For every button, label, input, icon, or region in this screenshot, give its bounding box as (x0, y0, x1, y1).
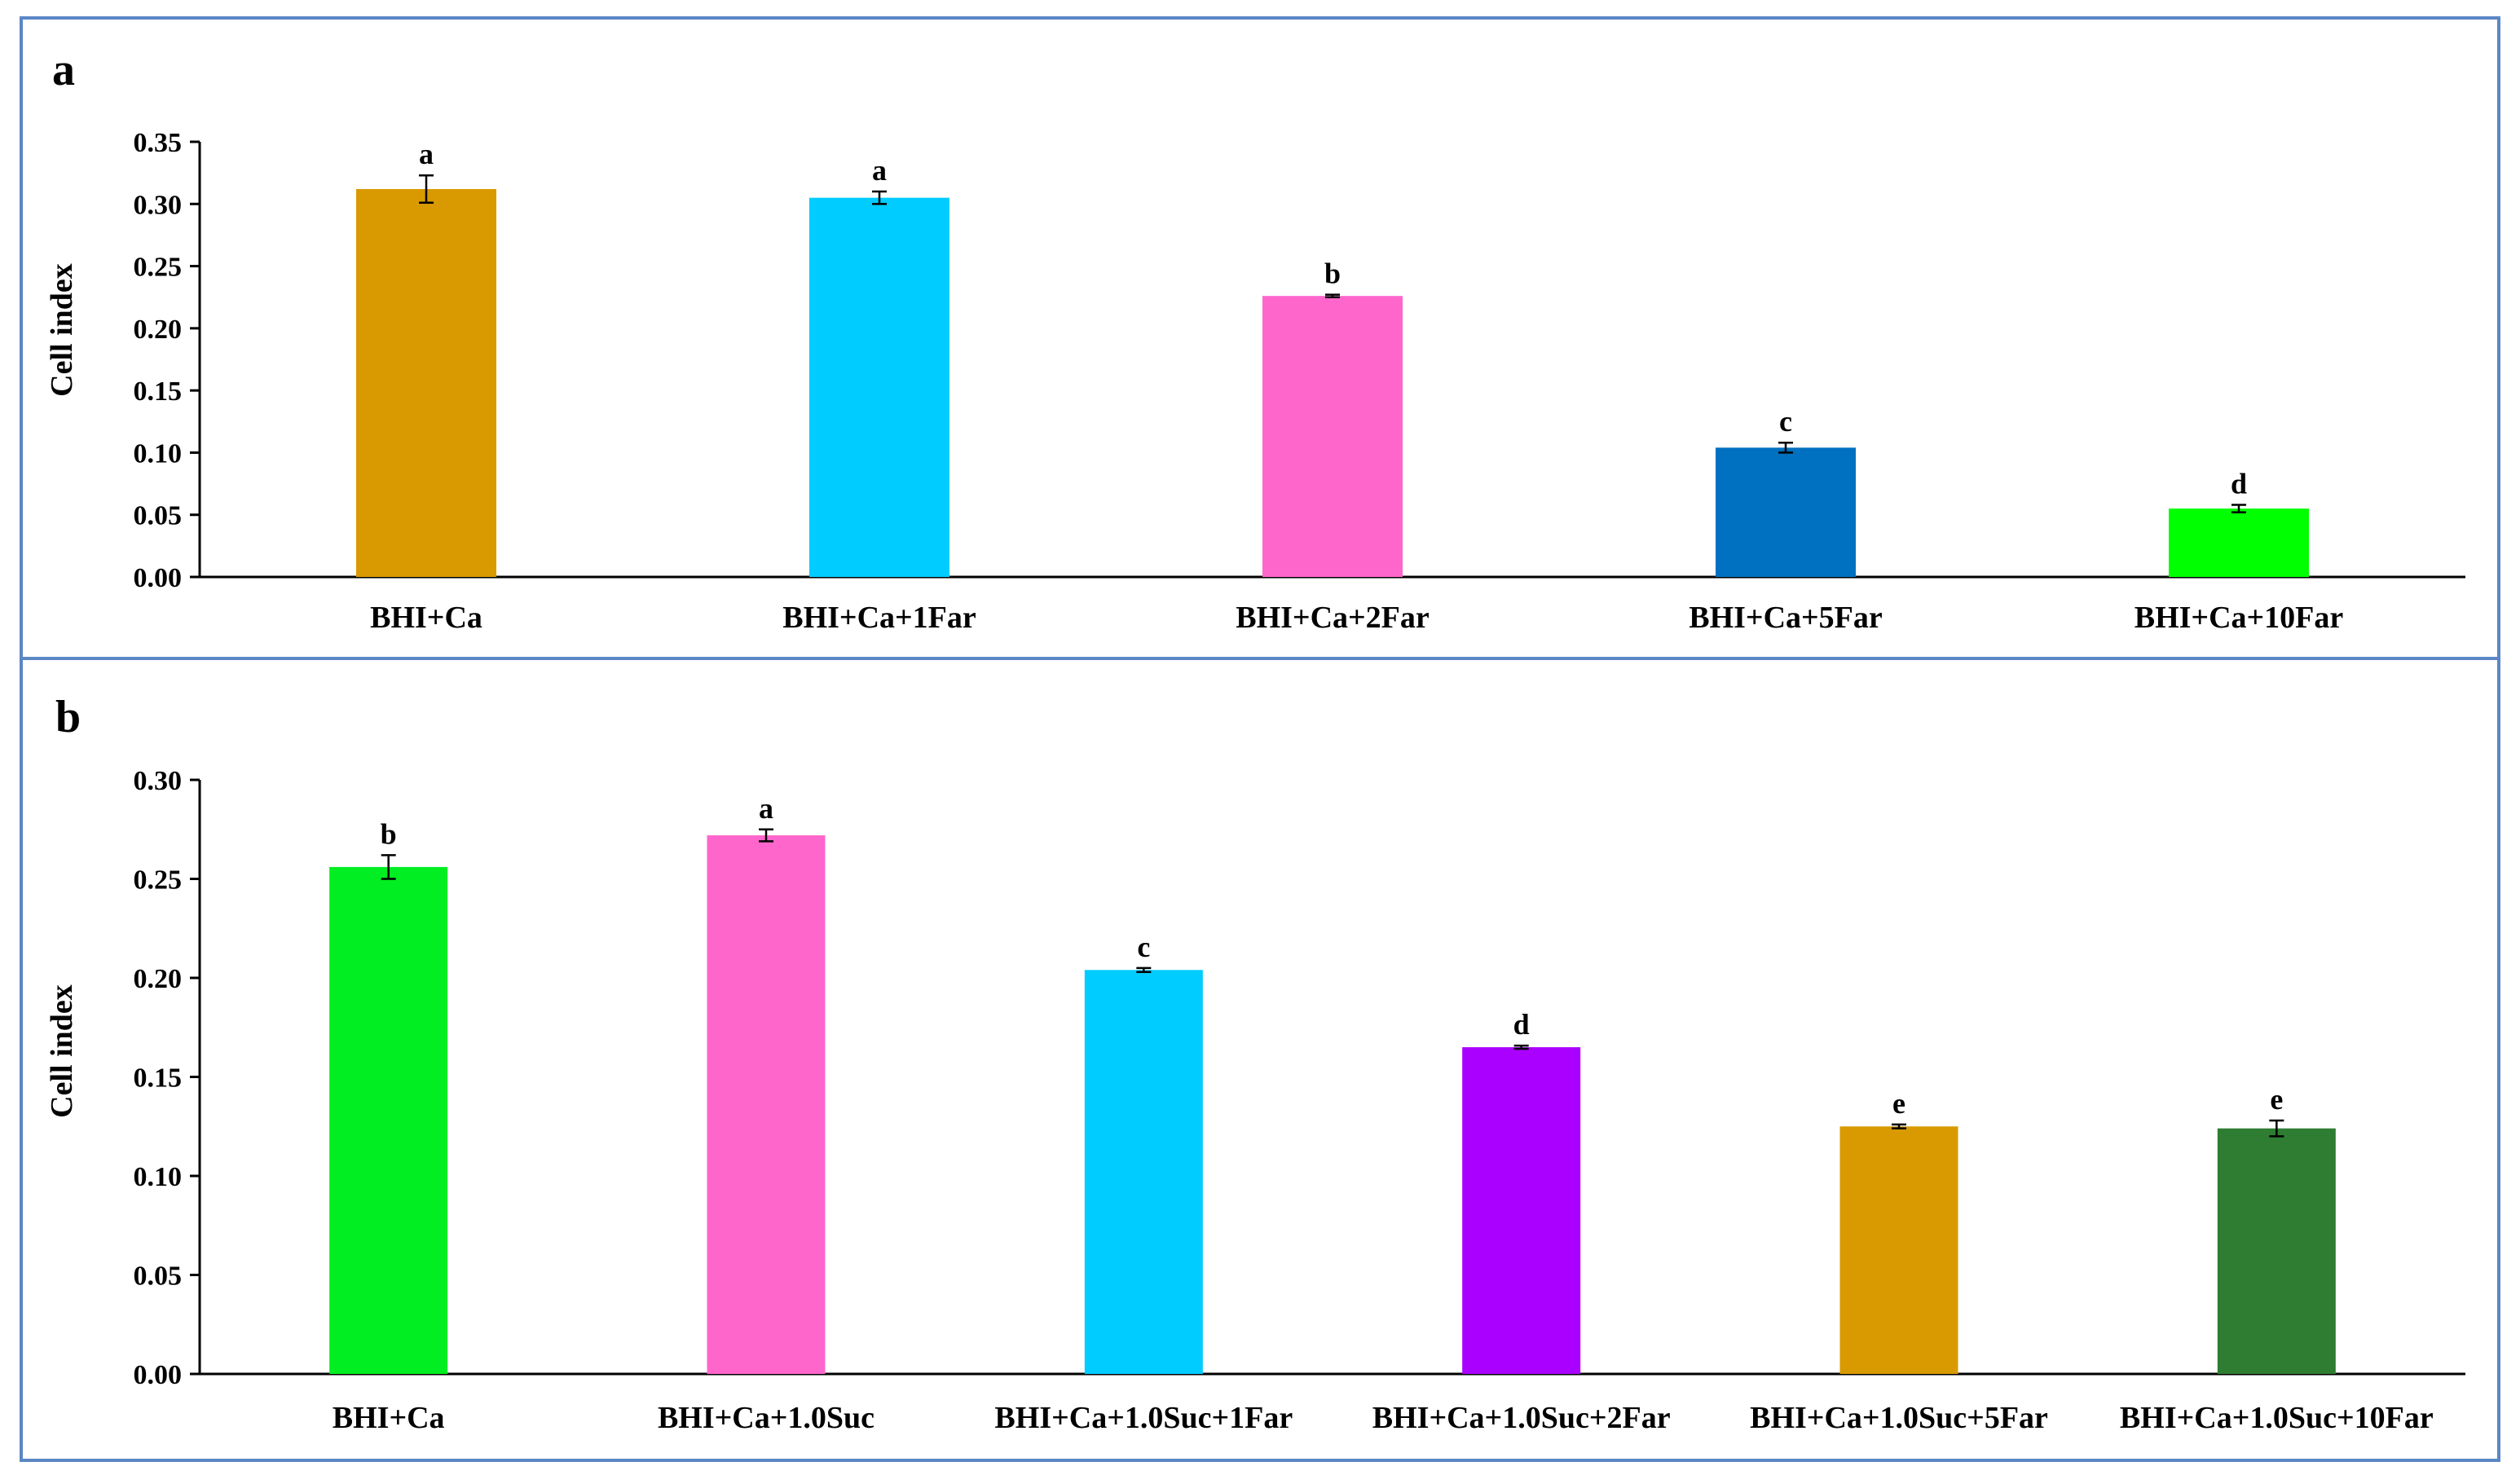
panel-a-category-label: BHI+Ca (370, 601, 482, 635)
panel-a-category-label: BHI+Ca+2Far (1236, 601, 1430, 635)
panel-b-y-tick-label: 0.10 (134, 1162, 183, 1192)
panel-a-significance-label: a (419, 138, 434, 170)
panel-a-significance-label: d (2231, 468, 2247, 500)
panel-a-y-tick-label: 0.10 (134, 438, 183, 469)
panel-a-bar (2169, 509, 2309, 577)
panel-a-y-tick-label: 0.05 (134, 501, 183, 531)
panel-a-category-label: BHI+Ca+1Far (782, 601, 976, 635)
panel-b-significance-label: a (759, 792, 773, 825)
panel-b-label: b (55, 692, 81, 742)
panel-b-category-label: BHI+Ca+1.0Suc+10Far (2120, 1401, 2434, 1435)
panel-a-bar (356, 188, 496, 577)
panel-b: b Cell index 0.00 0.05 0.10 0.15 0.20 0.25 0.3… (45, 692, 2465, 1435)
panel-b-bar (329, 866, 448, 1374)
panel-b-y-axis-label: Cell index (45, 984, 79, 1118)
panel-a-y-axis-label: Cell index (45, 263, 79, 397)
panel-b-category-label: BHI+Ca+1.0Suc (658, 1401, 875, 1435)
panel-a-category-label: BHI+Ca+10Far (2135, 601, 2344, 635)
panel-b-y-tick-label: 0.30 (134, 766, 183, 796)
panel-a-bar (809, 197, 949, 577)
panel-a-significance-label: c (1779, 405, 1792, 438)
panel-a-plot: 0.00 0.05 0.10 0.15 0.20 0.25 0.30 0.35 a BHI+Ca a… (134, 128, 2465, 635)
panel-a: a Cell index 0.00 0.05 0.10 0.15 0.20 0.25 0.3… (45, 45, 2465, 635)
panel-b-significance-label: e (1892, 1087, 1905, 1120)
panel-b-bar (707, 835, 826, 1374)
figure-border (20, 16, 2500, 1462)
panel-b-significance-label: e (2270, 1083, 2283, 1116)
panel-b-y-tick-label: 0.05 (134, 1261, 183, 1292)
panel-a-y-tick-label: 0.15 (134, 376, 183, 407)
panel-b-significance-label: d (1513, 1008, 1530, 1041)
panel-b-significance-label: b (381, 817, 397, 850)
panel-a-label: a (52, 45, 75, 95)
panel-b-category-label: BHI+Ca (333, 1401, 445, 1435)
panel-b-y-tick-label: 0.25 (134, 865, 183, 896)
panel-a-significance-label: a (872, 154, 887, 187)
panel-a-bar (1262, 296, 1403, 577)
panel-a-y-tick-label: 0.20 (134, 315, 183, 345)
panel-a-significance-label: b (1324, 258, 1341, 290)
panel-a-y-tick-label: 0.00 (134, 563, 183, 593)
panel-b-category-label: BHI+Ca+1.0Suc+1Far (994, 1401, 1293, 1435)
panel-b-plot: 0.00 0.05 0.10 0.15 0.20 0.25 0.30 b BHI+Ca a BHI+… (134, 766, 2465, 1435)
panel-a-y-tick-label: 0.35 (134, 128, 183, 158)
panel-a-y-tick-label: 0.30 (134, 190, 183, 220)
panel-b-y-tick-label: 0.15 (134, 1063, 183, 1094)
panel-a-bar (1716, 447, 1856, 577)
panel-b-category-label: BHI+Ca+1.0Suc+2Far (1372, 1401, 1671, 1435)
panel-b-category-label: BHI+Ca+1.0Suc+5Far (1750, 1401, 2048, 1435)
panel-b-bar (2217, 1128, 2336, 1374)
panel-b-bar (1084, 970, 1203, 1374)
panel-b-bar (1839, 1126, 1958, 1374)
panel-b-significance-label: c (1137, 931, 1150, 963)
panel-b-bar (1462, 1047, 1581, 1374)
panel-a-category-label: BHI+Ca+5Far (1689, 601, 1883, 635)
panel-b-y-tick-label: 0.20 (134, 964, 183, 994)
panel-a-y-tick-label: 0.25 (134, 253, 183, 283)
panel-b-y-tick-label: 0.00 (134, 1360, 183, 1390)
